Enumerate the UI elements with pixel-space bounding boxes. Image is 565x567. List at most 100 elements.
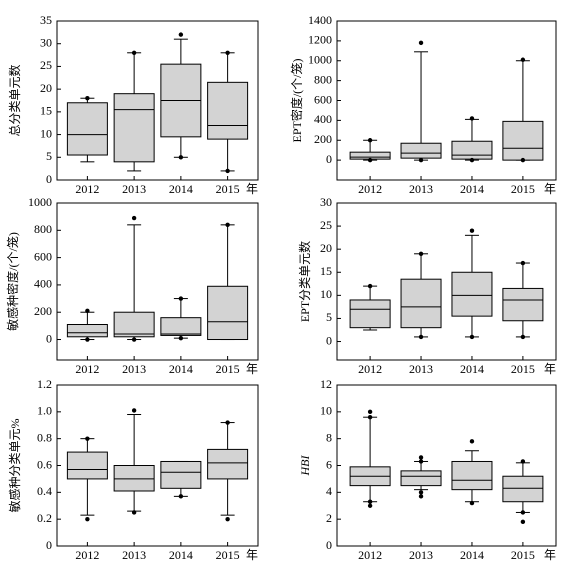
outlier: [131, 337, 137, 342]
box: [113, 465, 155, 492]
y-axis-label: HBI: [298, 455, 312, 477]
box: [66, 102, 108, 156]
y-tick-label: 0.4: [37, 484, 52, 498]
x-tick-label: 2013: [409, 182, 433, 196]
x-tick-label: 2014: [460, 362, 484, 376]
x-tick-label: 2014: [460, 182, 484, 196]
box: [160, 317, 202, 336]
outlier: [469, 157, 475, 163]
outlier: [131, 50, 137, 55]
outlier: [520, 157, 526, 163]
plot-frame: [56, 20, 259, 181]
y-tick-label: 10: [40, 126, 52, 140]
box: [66, 324, 108, 338]
box: [400, 278, 442, 329]
outlier: [225, 222, 230, 228]
x-tick-label: 2015: [511, 548, 535, 562]
y-tick-label: 35: [40, 13, 52, 27]
y-tick-label: 5: [46, 149, 52, 163]
outlier: [85, 436, 90, 441]
y-tick-label: 5: [326, 310, 332, 324]
box: [502, 120, 544, 161]
x-tick-label: 2012: [358, 548, 382, 562]
outlier: [367, 157, 373, 163]
box: [113, 311, 155, 338]
x-tick-label: 2014: [169, 182, 193, 196]
x-tick-label: 2014: [169, 548, 193, 562]
outlier: [367, 283, 373, 289]
box: [400, 470, 442, 487]
box: [502, 475, 544, 503]
y-tick-label: 600: [34, 249, 52, 263]
y-axis-label: EPT密度/(个/笼): [289, 59, 304, 143]
outlier: [418, 251, 424, 256]
y-tick-label: 25: [40, 58, 52, 72]
outlier: [367, 499, 373, 504]
x-tick-label: 2013: [122, 362, 146, 376]
box: [451, 460, 493, 491]
y-tick-label: 0.8: [37, 430, 52, 444]
y-tick-label: 30: [40, 35, 52, 49]
box: [451, 271, 493, 317]
outlier: [178, 335, 184, 341]
y-tick-label: 25: [320, 218, 332, 232]
outlier: [520, 510, 526, 515]
outlier: [225, 420, 230, 425]
outlier: [469, 500, 475, 506]
x-tick-label: 2012: [358, 182, 382, 196]
panel: 0 5 10 15 20 25 30 EPT分类单元数 2012 2013 2014 2015 年: [297, 195, 557, 376]
outlier: [469, 228, 475, 233]
y-tick-label: 1.0: [37, 404, 52, 418]
y-axis-label: 敏感种分类单元%: [7, 418, 22, 512]
outlier: [178, 296, 184, 301]
outlier: [367, 138, 373, 143]
y-tick-label: 8: [326, 430, 332, 444]
outlier: [520, 57, 526, 62]
x-tick-label: 2013: [122, 182, 146, 196]
y-tick-label: 12: [320, 377, 332, 391]
outlier: [225, 516, 230, 522]
box: [66, 451, 108, 480]
outlier: [225, 50, 230, 55]
y-axis-label: 总分类单元数: [7, 64, 22, 136]
y-tick-label: 0.6: [37, 457, 52, 471]
y-tick-label: 0: [46, 331, 52, 345]
box: [207, 448, 249, 480]
y-tick-label: 20: [320, 241, 332, 255]
x-tick-label: 2012: [75, 362, 99, 376]
x-tick-label: 2012: [75, 182, 99, 196]
outlier: [418, 490, 424, 495]
x-axis-label: 年: [246, 362, 258, 376]
y-tick-label: 30: [320, 195, 332, 209]
outlier: [367, 409, 373, 415]
x-tick-label: 2013: [409, 362, 433, 376]
outlier: [418, 157, 424, 163]
outlier: [469, 116, 475, 121]
x-tick-label: 2013: [122, 548, 146, 562]
y-tick-label: 6: [326, 457, 332, 471]
outlier: [520, 519, 526, 525]
box: [160, 460, 202, 489]
y-tick-label: 400: [314, 112, 332, 126]
y-tick-label: 0: [326, 333, 332, 347]
y-tick-label: 1200: [308, 33, 332, 47]
y-tick-label: 0: [326, 538, 332, 552]
y-tick-label: 4: [326, 484, 332, 498]
y-tick-label: 10: [320, 287, 332, 301]
y-tick-label: 0.2: [37, 511, 52, 525]
outlier: [367, 415, 373, 420]
plot-frame: [56, 202, 259, 361]
y-tick-label: 1400: [308, 13, 332, 27]
box: [113, 93, 155, 163]
outlier: [85, 308, 90, 314]
x-tick-label: 2015: [216, 548, 240, 562]
y-tick-label: 200: [314, 132, 332, 146]
y-tick-label: 600: [314, 92, 332, 106]
outlier: [418, 494, 424, 499]
box: [349, 299, 391, 329]
outlier: [225, 168, 230, 174]
outlier: [418, 455, 424, 460]
outlier: [520, 334, 526, 340]
outlier: [418, 459, 424, 464]
